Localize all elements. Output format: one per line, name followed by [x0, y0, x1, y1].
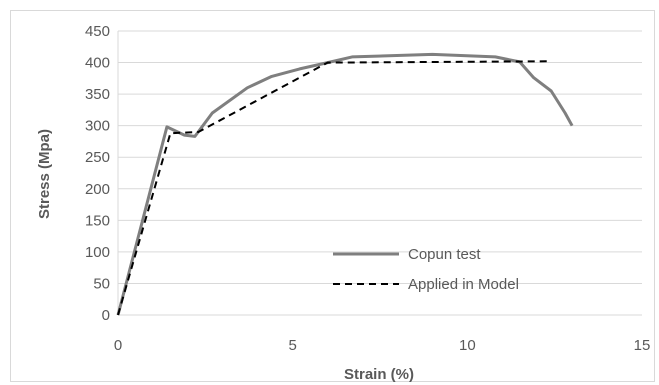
y-tick-label: 450 [85, 23, 110, 40]
y-tick-label: 50 [93, 275, 110, 292]
x-tick-label: 0 [114, 337, 122, 354]
x-tick-label: 10 [459, 337, 476, 354]
axes [117, 31, 642, 316]
y-tick-labels: 0 50 100 150 200 250 300 350 400 450 [85, 23, 110, 324]
y-tick-label: 250 [85, 149, 110, 166]
y-tick-label: 100 [85, 244, 110, 261]
y-tick-label: 350 [85, 86, 110, 103]
y-tick-label: 150 [85, 212, 110, 229]
series-lines [116, 52, 574, 316]
y-tick-label: 400 [85, 55, 110, 72]
legend-label-applied-in-model: Applied in Model [408, 276, 519, 293]
series-line-applied-in-model [117, 60, 548, 316]
gridlines [118, 30, 642, 284]
x-tick-labels: 0 5 10 15 [114, 337, 651, 354]
x-tick-label: 5 [288, 337, 296, 354]
y-axis-label: Stress (Mpa) [36, 129, 53, 219]
legend: Copun test Applied in Model [333, 246, 519, 293]
y-tick-label: 200 [85, 181, 110, 198]
y-tick-label: 0 [102, 307, 110, 324]
legend-label-copun-test: Copun test [408, 246, 481, 263]
x-axis-label: Strain (%) [344, 366, 414, 383]
y-tick-label: 300 [85, 118, 110, 135]
x-tick-label: 15 [634, 337, 651, 354]
